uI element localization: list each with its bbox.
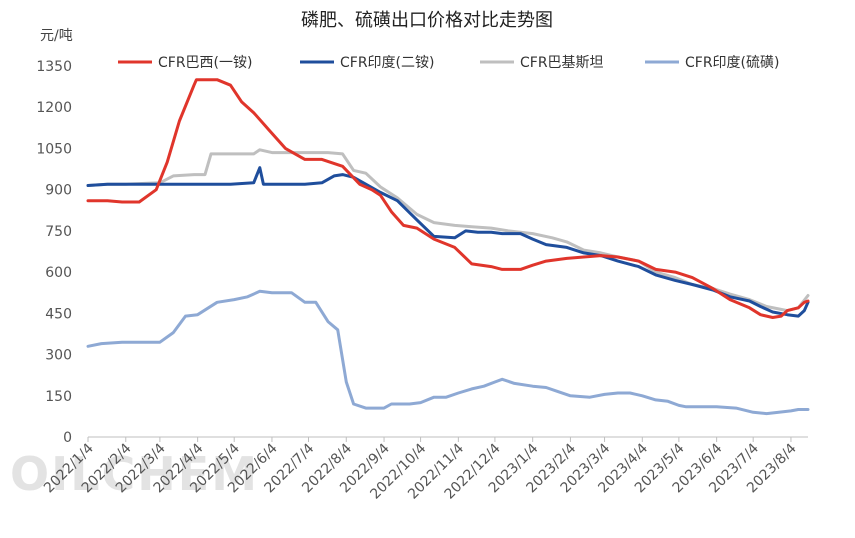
y-tick-label: 1350 [36, 59, 72, 75]
series-line [86, 166, 810, 318]
y-tick-label: 750 [45, 224, 72, 240]
chart-title: 磷肥、硫磺出口价格对比走势图 [301, 10, 553, 31]
legend-label: CFR印度(硫磺) [685, 55, 779, 71]
y-tick-label: 300 [45, 348, 72, 364]
legend-label: CFR巴基斯坦 [520, 54, 604, 71]
series-line [86, 289, 810, 416]
series-line [86, 78, 810, 319]
y-tick-label: 600 [45, 265, 72, 281]
y-tick-label: 0 [63, 430, 72, 446]
watermark: OILCHEM [10, 447, 259, 501]
legend-label: CFR印度(二铵) [340, 55, 434, 71]
y-tick-label: 1050 [36, 141, 72, 157]
y-tick-label: 150 [45, 389, 72, 405]
series-lines [86, 78, 810, 416]
y-tick-label: 450 [45, 306, 72, 322]
y-tick-label: 900 [45, 183, 72, 199]
y-axis-ticks: 0 150 300 450 600 750 900 1050 1200 1350 [36, 59, 72, 446]
y-axis-unit-label: 元/吨 [40, 28, 73, 44]
y-tick-label: 1200 [36, 100, 72, 116]
legend-label: CFR巴西(一铵) [158, 55, 252, 71]
legend: CFR巴西(一铵) CFR印度(二铵) CFR巴基斯坦 CFR印度(硫磺) [118, 54, 779, 71]
